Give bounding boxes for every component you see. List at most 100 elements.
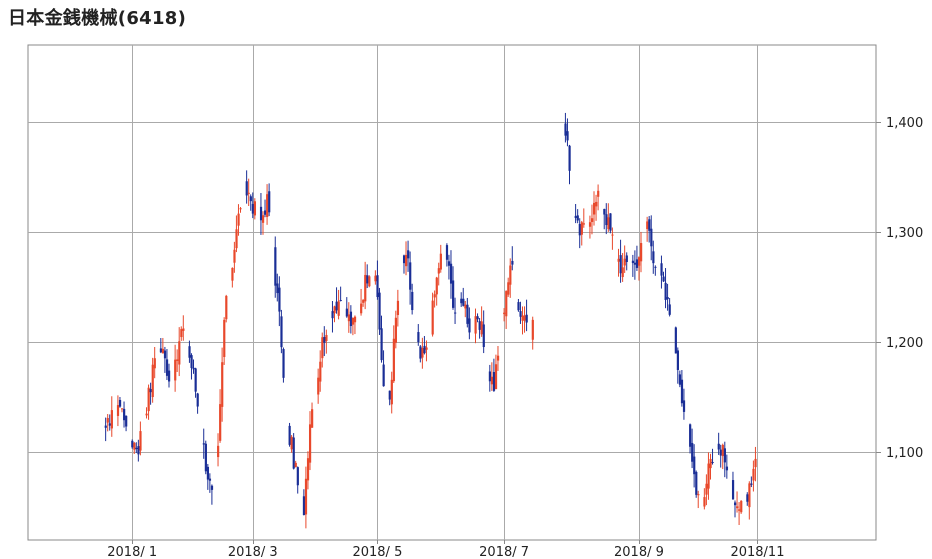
- y-tick-labels: 1,100 1,200 1,300 1,400: [886, 116, 923, 461]
- candle-body: [435, 277, 438, 295]
- candle-body: [104, 425, 107, 428]
- candle-body: [652, 251, 655, 264]
- candle-body: [133, 442, 136, 450]
- candle-body: [617, 258, 620, 262]
- candle-body: [437, 268, 440, 274]
- candle-body: [734, 502, 737, 506]
- candle-body: [292, 437, 295, 469]
- candle-body: [135, 447, 138, 450]
- candle-body: [488, 371, 492, 382]
- candle-body: [607, 217, 610, 230]
- candle-body: [736, 506, 739, 509]
- candle-body: [251, 203, 254, 214]
- candle-body: [576, 215, 579, 221]
- candle-body: [521, 315, 524, 321]
- candle-body: [390, 379, 393, 405]
- candle-body: [480, 321, 483, 335]
- candle-body: [151, 364, 154, 398]
- candle-body: [378, 292, 381, 330]
- candle-body: [394, 317, 398, 343]
- candle-body: [711, 462, 714, 464]
- candle-body: [588, 222, 592, 227]
- candle-body: [595, 201, 598, 207]
- candle-body: [261, 215, 265, 223]
- candle-body: [635, 259, 639, 268]
- candle-body: [108, 423, 111, 426]
- candle-body: [237, 213, 240, 226]
- candle-body: [462, 298, 465, 306]
- candle-body: [353, 316, 357, 323]
- candle-body: [590, 218, 594, 222]
- candle-body: [308, 424, 312, 463]
- candle-body: [331, 311, 334, 319]
- candle-body: [376, 275, 379, 298]
- x-tick-label: 2018/ 3: [228, 545, 278, 559]
- candle-body: [319, 361, 322, 382]
- candle-body: [709, 458, 712, 469]
- candle-body: [417, 332, 420, 343]
- candle-body: [233, 249, 236, 263]
- candle-body: [349, 311, 353, 327]
- candle-body: [507, 282, 510, 295]
- candle-body: [167, 370, 171, 382]
- y-tick-label: 1,100: [886, 446, 923, 461]
- candle-body: [180, 329, 183, 338]
- candle-body: [274, 247, 277, 286]
- candle-body: [597, 190, 600, 197]
- candle-body: [625, 255, 628, 262]
- candle-body: [531, 319, 534, 340]
- candle-body: [245, 181, 248, 196]
- candle-body: [648, 219, 651, 231]
- candle-body: [276, 283, 279, 294]
- candle-body: [494, 364, 498, 390]
- candle-body: [182, 328, 185, 331]
- candle-body: [405, 254, 408, 267]
- y-tick-label: 1,300: [886, 226, 923, 241]
- candle-body: [517, 302, 520, 311]
- candle-body: [425, 347, 428, 350]
- candle-body: [433, 294, 436, 298]
- candle-body: [137, 446, 140, 455]
- candle-body: [368, 276, 371, 287]
- page-title: 日本金銭機械(6418): [8, 8, 187, 29]
- x-tick-label: 2018/ 7: [479, 545, 529, 559]
- candle-body: [707, 463, 710, 489]
- candle-body: [110, 410, 113, 429]
- candle-body: [351, 317, 355, 325]
- candle-body: [421, 347, 424, 358]
- candle-body: [196, 393, 199, 407]
- grid: [28, 45, 881, 544]
- candle-body: [568, 145, 571, 171]
- candle-body: [674, 327, 677, 354]
- plot-frame: [27, 44, 877, 541]
- candle-body: [402, 255, 406, 264]
- candle-body: [302, 496, 306, 516]
- candle-body: [382, 364, 385, 387]
- y-tick-label: 1,400: [886, 116, 923, 131]
- candle-body: [208, 478, 212, 481]
- candle-body: [123, 408, 126, 421]
- candle-body: [574, 215, 577, 218]
- candle-body: [478, 321, 481, 330]
- candle-body: [147, 387, 150, 412]
- candle-body: [159, 348, 163, 353]
- candle-body: [239, 208, 242, 210]
- candle-body: [631, 260, 635, 264]
- candle-body: [231, 267, 234, 281]
- candle-body: [116, 405, 120, 416]
- candle-body: [131, 440, 134, 448]
- candle-body: [654, 266, 657, 268]
- candle-body: [676, 350, 679, 370]
- candle-body: [360, 303, 363, 314]
- candle-body: [664, 282, 667, 300]
- candle-body: [452, 280, 455, 308]
- candle-body: [366, 275, 369, 284]
- candle-body: [474, 316, 477, 334]
- candle-body: [637, 257, 641, 266]
- candle-body: [703, 497, 706, 507]
- candle-body: [306, 458, 310, 481]
- candle-body: [106, 418, 109, 423]
- candle-body: [691, 442, 694, 462]
- candle-body: [409, 262, 412, 290]
- y-tick-label: 1,200: [886, 336, 923, 351]
